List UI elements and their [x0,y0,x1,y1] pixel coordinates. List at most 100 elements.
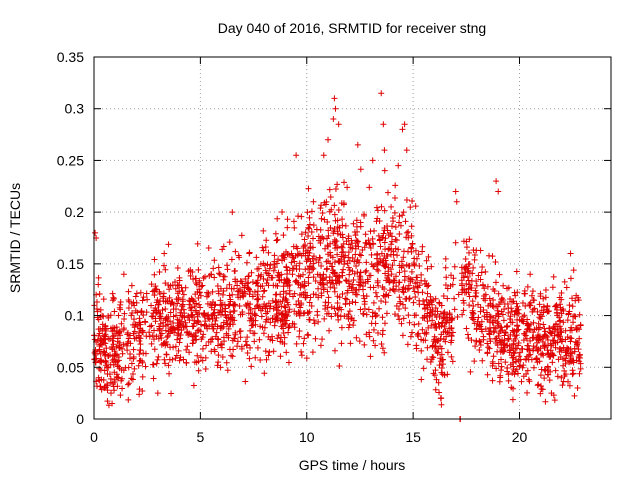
data-point [226,346,233,353]
data-point [568,335,575,342]
data-point [518,378,525,385]
data-point [150,361,157,368]
data-point [361,305,368,312]
data-point [449,358,456,365]
data-point [120,326,127,333]
data-point [383,310,390,317]
data-point [400,301,407,308]
data-point [537,293,544,300]
data-point [505,377,512,384]
data-point [534,347,541,354]
data-point [334,230,341,237]
data-point [166,370,173,377]
data-point [215,359,222,366]
data-point [334,251,341,258]
data-point [411,321,418,328]
data-point [217,285,224,292]
data-point [422,337,429,344]
data-point [167,325,174,332]
data-point [227,298,234,305]
data-point [538,351,545,358]
data-point [474,301,481,308]
data-point [381,239,388,246]
data-point [306,269,313,276]
data-point [403,196,410,203]
data-point [262,267,269,274]
data-point [248,269,255,276]
data-point [286,291,293,298]
data-point [155,353,162,360]
data-point [386,287,393,294]
data-point [400,289,407,296]
data-point [396,269,403,276]
data-point [396,231,403,238]
data-point [344,184,351,191]
data-point [573,292,580,299]
data-point [127,350,134,357]
data-point [193,281,200,288]
data-point [565,350,572,357]
data-point [213,329,220,336]
data-point [540,303,547,310]
data-point [328,303,335,310]
data-point [294,245,301,252]
data-point [353,237,360,244]
data-point [373,312,380,319]
data-point [359,247,366,254]
data-point [392,236,399,243]
data-point [419,326,426,333]
data-point [506,343,513,350]
data-point [347,340,354,347]
data-point [443,274,450,281]
data-point [561,367,568,374]
data-point [310,265,317,272]
data-point [151,346,158,353]
data-point [449,329,456,336]
data-point [147,323,154,330]
data-point [320,152,327,159]
data-point [246,249,253,256]
data-point [125,381,132,388]
data-point [227,309,234,316]
data-point [388,203,395,210]
data-point [310,198,317,205]
data-point [572,324,579,331]
data-point [392,182,399,189]
data-point [526,301,533,308]
data-point [102,327,109,334]
data-point [539,338,546,345]
data-point [413,255,420,262]
data-point [161,250,168,257]
data-point [523,335,530,342]
data-point [323,310,330,317]
data-point [142,363,149,370]
data-point [172,278,179,285]
data-point [257,273,264,280]
data-point [200,275,207,282]
data-point [216,271,223,278]
data-point [298,348,305,355]
data-point [392,245,399,252]
data-point [307,245,314,252]
data-point [538,366,545,373]
data-point [179,288,186,295]
data-point [279,318,286,325]
data-point [540,321,547,328]
data-point [156,288,163,295]
data-point [178,284,185,291]
data-point [378,203,385,210]
data-point [513,307,520,314]
data-point [553,320,560,327]
data-point [450,275,457,282]
data-point [311,320,318,327]
data-point [395,162,402,169]
data-point [315,233,322,240]
data-point [240,293,247,300]
data-point [352,232,359,239]
data-point [136,337,143,344]
data-point [537,372,544,379]
data-point [255,265,262,272]
data-point [407,333,414,340]
data-point [269,337,276,344]
data-point [436,389,443,396]
